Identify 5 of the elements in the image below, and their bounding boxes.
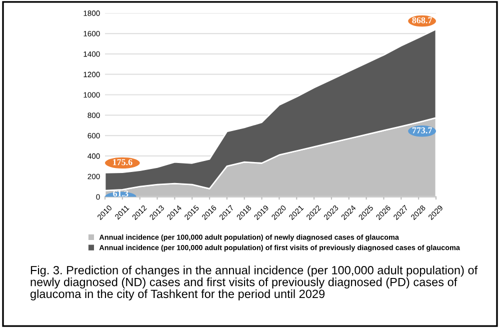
data-label: 868.7: [412, 17, 432, 24]
data-label: 175.6: [112, 159, 132, 166]
caption: Fig. 3. Prediction of changes in the annual incidence (per 100,000 adult population) of newly diagnosed (ND) cases and first visits of previously diagnosed (PD) cases of glaucoma in the city of Tashkent for the period until 2029: [30, 266, 478, 300]
data-label: 61.3: [113, 190, 128, 197]
data-label: 773.7: [412, 127, 432, 134]
